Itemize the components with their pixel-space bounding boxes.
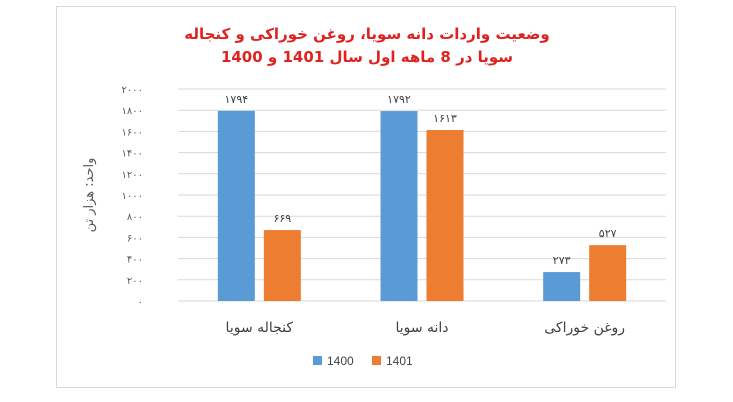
y-tick-label: ۱۲۰۰ [122,170,143,181]
y-tick-label: ۱۸۰۰ [122,106,143,117]
data-label: ۱۷۹۴ [225,93,249,106]
bar-1401-1 [263,230,301,301]
data-label: ۵۲۷ [599,227,617,240]
category-label: کنجاله سویا [226,320,294,336]
y-tick-label: ۸۰۰ [127,212,143,223]
data-label: ۲۷۳ [553,254,571,267]
bar-1401-2 [426,130,464,301]
y-tick-label: ۱۶۰۰ [122,127,143,138]
data-label: ۱۶۱۳ [433,112,457,125]
y-tick-label: ۲۰۰۰ [122,85,143,96]
category-label: دانه سویا [395,320,448,336]
data-label: ۶۶۹ [273,212,291,225]
y-tick-label: ۰ [138,297,143,308]
legend-swatch-1401 [372,356,381,365]
legend-label-1401: 1401 [386,354,413,368]
bar-1400-3 [543,272,581,301]
y-tick-label: ۱۰۰۰ [122,191,143,202]
legend-label-1400: 1400 [327,354,354,368]
bar-1400-1 [217,110,255,301]
bar-1400-2 [380,111,418,301]
legend-swatch-1400 [313,356,322,365]
y-tick-label: ۲۰۰ [127,276,143,287]
y-tick-label: ۱۴۰۰ [122,149,143,160]
category-label: روغن خوراکی [544,320,625,336]
y-tick-label: ۶۰۰ [127,233,143,244]
bar-chart: وضعیت واردات دانه سویا، روغن خوراکی و کن… [82,25,666,368]
y-axis-label: واحد: هزار تن [82,158,97,233]
chart-frame: وضعیت واردات دانه سویا، روغن خوراکی و کن… [56,6,676,388]
chart-title-line-1: وضعیت واردات دانه سویا، روغن خوراکی و کن… [184,25,549,43]
chart-title-line-2: سویا در 8 ماهه اول سال 1401 و 1400 [221,48,513,66]
y-tick-label: ۴۰۰ [127,255,143,266]
bar-1401-3 [589,245,627,301]
data-label: ۱۷۹۲ [387,93,411,106]
